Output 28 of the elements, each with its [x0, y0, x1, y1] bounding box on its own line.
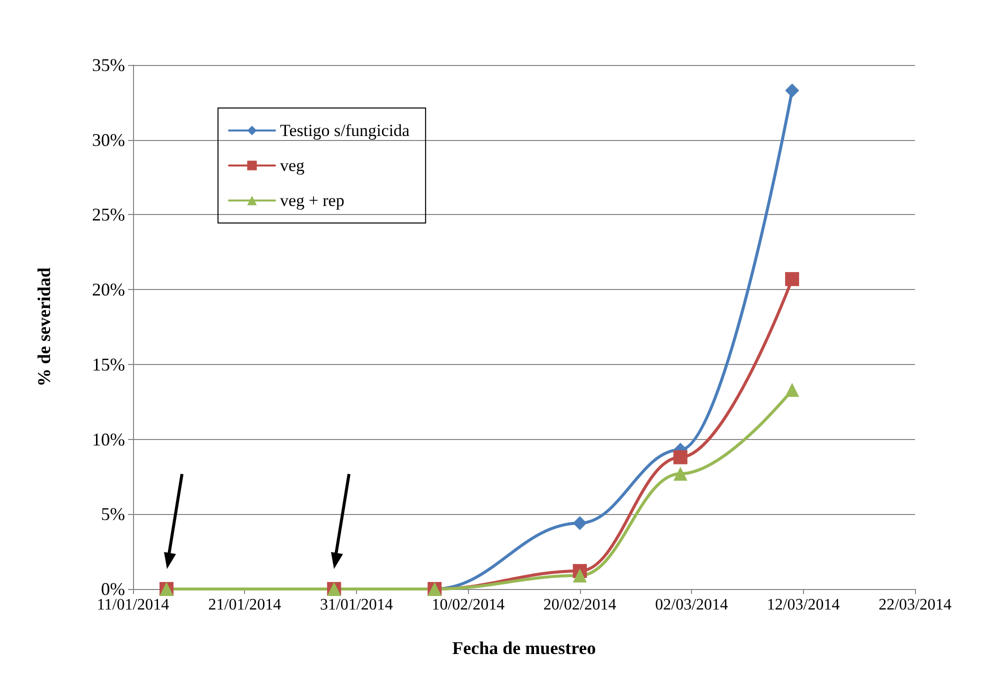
legend-label: veg [280, 156, 306, 175]
point [673, 466, 688, 481]
legend-label: veg + rep [280, 191, 344, 210]
x-tick-label: 10/02/2014 [432, 596, 505, 614]
x-tick-label: 20/02/2014 [543, 596, 616, 614]
y-tick-label: 30% [92, 130, 125, 150]
x-tick-label: 22/03/2014 [878, 596, 952, 614]
x-tick-label: 11/01/2014 [96, 596, 170, 614]
y-tick-label: 5% [101, 504, 125, 524]
point [785, 83, 800, 98]
y-tick-label: 10% [92, 429, 125, 450]
y-tick-label: 35% [92, 55, 125, 75]
y-tick-label: 15% [92, 354, 125, 374]
x-tick-label: 31/01/2014 [320, 596, 393, 614]
point [572, 568, 587, 583]
y-tick-label: 20% [92, 280, 125, 300]
point [785, 382, 800, 397]
x-tick-label: 12/03/2014 [766, 596, 840, 614]
x-tick-label: 02/03/2014 [655, 596, 728, 614]
point [785, 272, 800, 286]
point [572, 516, 587, 530]
x-tick-label: 21/01/2014 [208, 596, 282, 614]
x-axis-title: Fecha de muestreo [452, 638, 596, 658]
y-tick-label: 0% [101, 579, 125, 599]
y-tick-label: 25% [92, 204, 125, 225]
point [673, 450, 688, 464]
y-axis-title: % de severidad [34, 268, 54, 386]
legend-label: Testigo s/fungicida [280, 121, 410, 140]
